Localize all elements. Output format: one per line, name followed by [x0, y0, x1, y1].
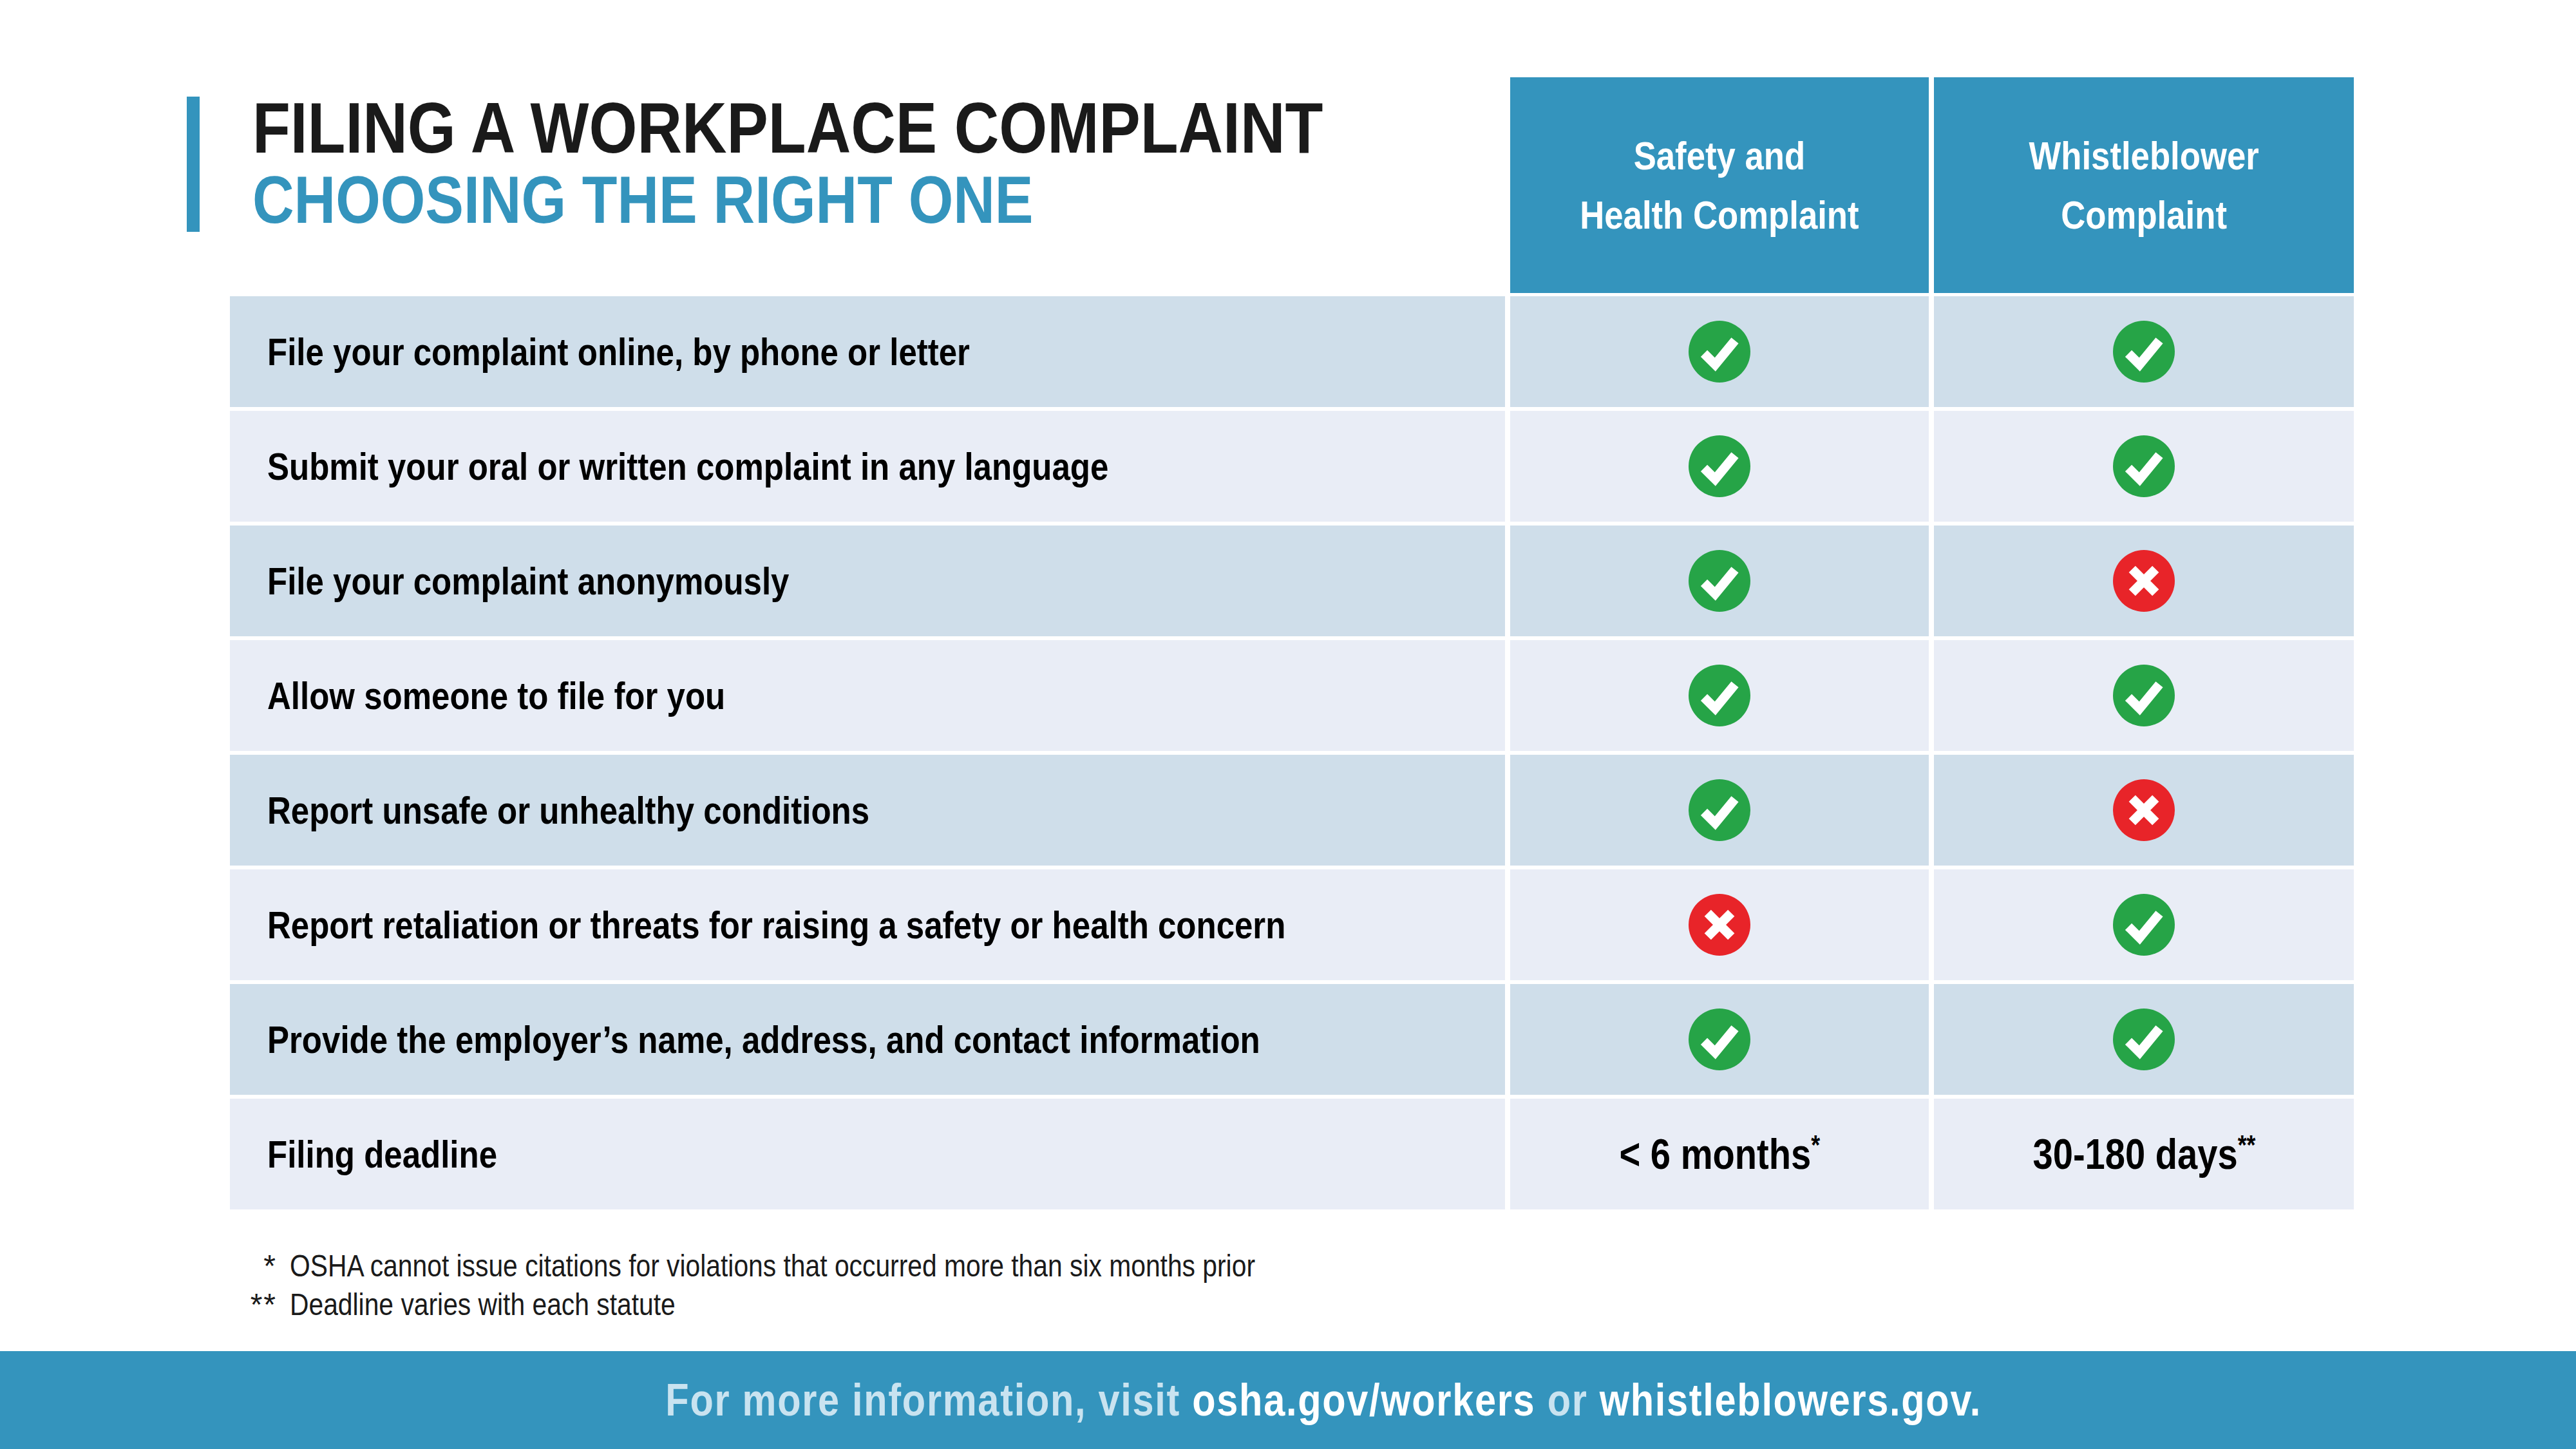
column-header-safety-health: Safety and Health Complaint — [1510, 77, 1929, 293]
footer-text: For more information, visit osha.gov/wor… — [594, 1323, 1981, 1449]
check-icon — [1689, 1009, 1750, 1070]
footer-link-whistleblowers[interactable]: whistleblowers.gov. — [1599, 1375, 1981, 1425]
column-header-whistleblower-label: Whistleblower Complaint — [2029, 126, 2259, 245]
page-subtitle-text: CHOOSING THE RIGHT ONE — [252, 166, 1033, 233]
row-label: Provide the employer’s name, address, an… — [267, 1018, 1260, 1062]
whistleblower-value-cell — [1934, 755, 2354, 866]
safety-value-cell: < 6 months* — [1510, 1099, 1929, 1209]
check-icon — [2113, 1009, 2175, 1070]
footnote-1-text: OSHA cannot issue citations for violatio… — [290, 1247, 1255, 1285]
safety-value-cell — [1510, 411, 1929, 522]
row-label: File your complaint anonymously — [267, 559, 789, 603]
safety-value-cell — [1510, 869, 1929, 980]
footnote-1: * OSHA cannot issue citations for violat… — [227, 1247, 1425, 1285]
safety-value-cell — [1510, 296, 1929, 407]
cross-icon — [1689, 894, 1750, 956]
whistleblower-value-cell — [1934, 526, 2354, 636]
footnotes: * OSHA cannot issue citations for violat… — [227, 1247, 1425, 1324]
safety-value-cell — [1510, 640, 1929, 751]
check-icon — [1689, 550, 1750, 612]
table-row: File your complaint anonymously — [0, 526, 2576, 636]
table-row: Report retaliation or threats for raisin… — [0, 869, 2576, 980]
row-label-cell: File your complaint anonymously — [230, 526, 1505, 636]
table-row: Allow someone to file for you — [0, 640, 2576, 751]
row-label: File your complaint online, by phone or … — [267, 330, 970, 374]
row-label-cell: Report unsafe or unhealthy conditions — [230, 755, 1505, 866]
row-label: Submit your oral or written complaint in… — [267, 444, 1108, 489]
safety-deadline-text: < 6 months* — [1619, 1130, 1820, 1179]
whistleblower-value-cell — [1934, 984, 2354, 1095]
column-header-safety-health-label: Safety and Health Complaint — [1580, 126, 1859, 245]
check-icon — [2113, 665, 2175, 726]
safety-value-cell — [1510, 755, 1929, 866]
footnote-2-marker: ** — [227, 1285, 277, 1324]
row-label-cell: Provide the employer’s name, address, an… — [230, 984, 1505, 1095]
footer-or-text: or — [1535, 1375, 1599, 1425]
row-label: Allow someone to file for you — [267, 674, 725, 718]
check-icon — [1689, 321, 1750, 383]
whistleblower-value-cell — [1934, 640, 2354, 751]
whistleblower-deadline-text: 30-180 days** — [2032, 1130, 2255, 1179]
footer-link-osha[interactable]: osha.gov/workers — [1192, 1375, 1535, 1425]
cross-icon — [2113, 779, 2175, 841]
check-icon — [1689, 435, 1750, 497]
row-label: Report unsafe or unhealthy conditions — [267, 788, 869, 833]
footnote-2: ** Deadline varies with each statute — [227, 1285, 1425, 1324]
table-row: Report unsafe or unhealthy conditions — [0, 755, 2576, 866]
footnote-2-text: Deadline varies with each statute — [290, 1285, 676, 1324]
title-accent-bar — [187, 97, 200, 232]
whistleblower-value-cell — [1934, 296, 2354, 407]
whistleblower-value-cell — [1934, 869, 2354, 980]
column-header-whistleblower: Whistleblower Complaint — [1934, 77, 2354, 293]
whistleblower-value-cell — [1934, 411, 2354, 522]
page-subtitle: CHOOSING THE RIGHT ONE — [252, 166, 1160, 233]
table-row: Provide the employer’s name, address, an… — [0, 984, 2576, 1095]
table-row: File your complaint online, by phone or … — [0, 296, 2576, 407]
check-icon — [2113, 894, 2175, 956]
row-label-cell: File your complaint online, by phone or … — [230, 296, 1505, 407]
table-row: Filing deadline < 6 months* 30-180 days** — [0, 1099, 2576, 1209]
footnote-1-marker: * — [227, 1247, 277, 1285]
infographic-canvas: FILING A WORKPLACE COMPLAINT CHOOSING TH… — [0, 0, 2576, 1449]
whistleblower-value-cell: 30-180 days** — [1934, 1099, 2354, 1209]
table-row: Submit your oral or written complaint in… — [0, 411, 2576, 522]
footer-intro-text: For more information, visit — [665, 1375, 1192, 1425]
safety-value-cell — [1510, 526, 1929, 636]
row-label: Filing deadline — [267, 1132, 497, 1177]
page-title-text: FILING A WORKPLACE COMPLAINT — [252, 92, 1323, 164]
row-label-cell: Filing deadline — [230, 1099, 1505, 1209]
footer-bar: For more information, visit osha.gov/wor… — [0, 1351, 2576, 1449]
check-icon — [2113, 435, 2175, 497]
row-label-cell: Allow someone to file for you — [230, 640, 1505, 751]
cross-icon — [2113, 550, 2175, 612]
row-label-cell: Report retaliation or threats for raisin… — [230, 869, 1505, 980]
check-icon — [2113, 321, 2175, 383]
check-icon — [1689, 665, 1750, 726]
check-icon — [1689, 779, 1750, 841]
row-label-cell: Submit your oral or written complaint in… — [230, 411, 1505, 522]
row-label: Report retaliation or threats for raisin… — [267, 903, 1285, 947]
safety-value-cell — [1510, 984, 1929, 1095]
page-title: FILING A WORKPLACE COMPLAINT — [252, 92, 1497, 164]
